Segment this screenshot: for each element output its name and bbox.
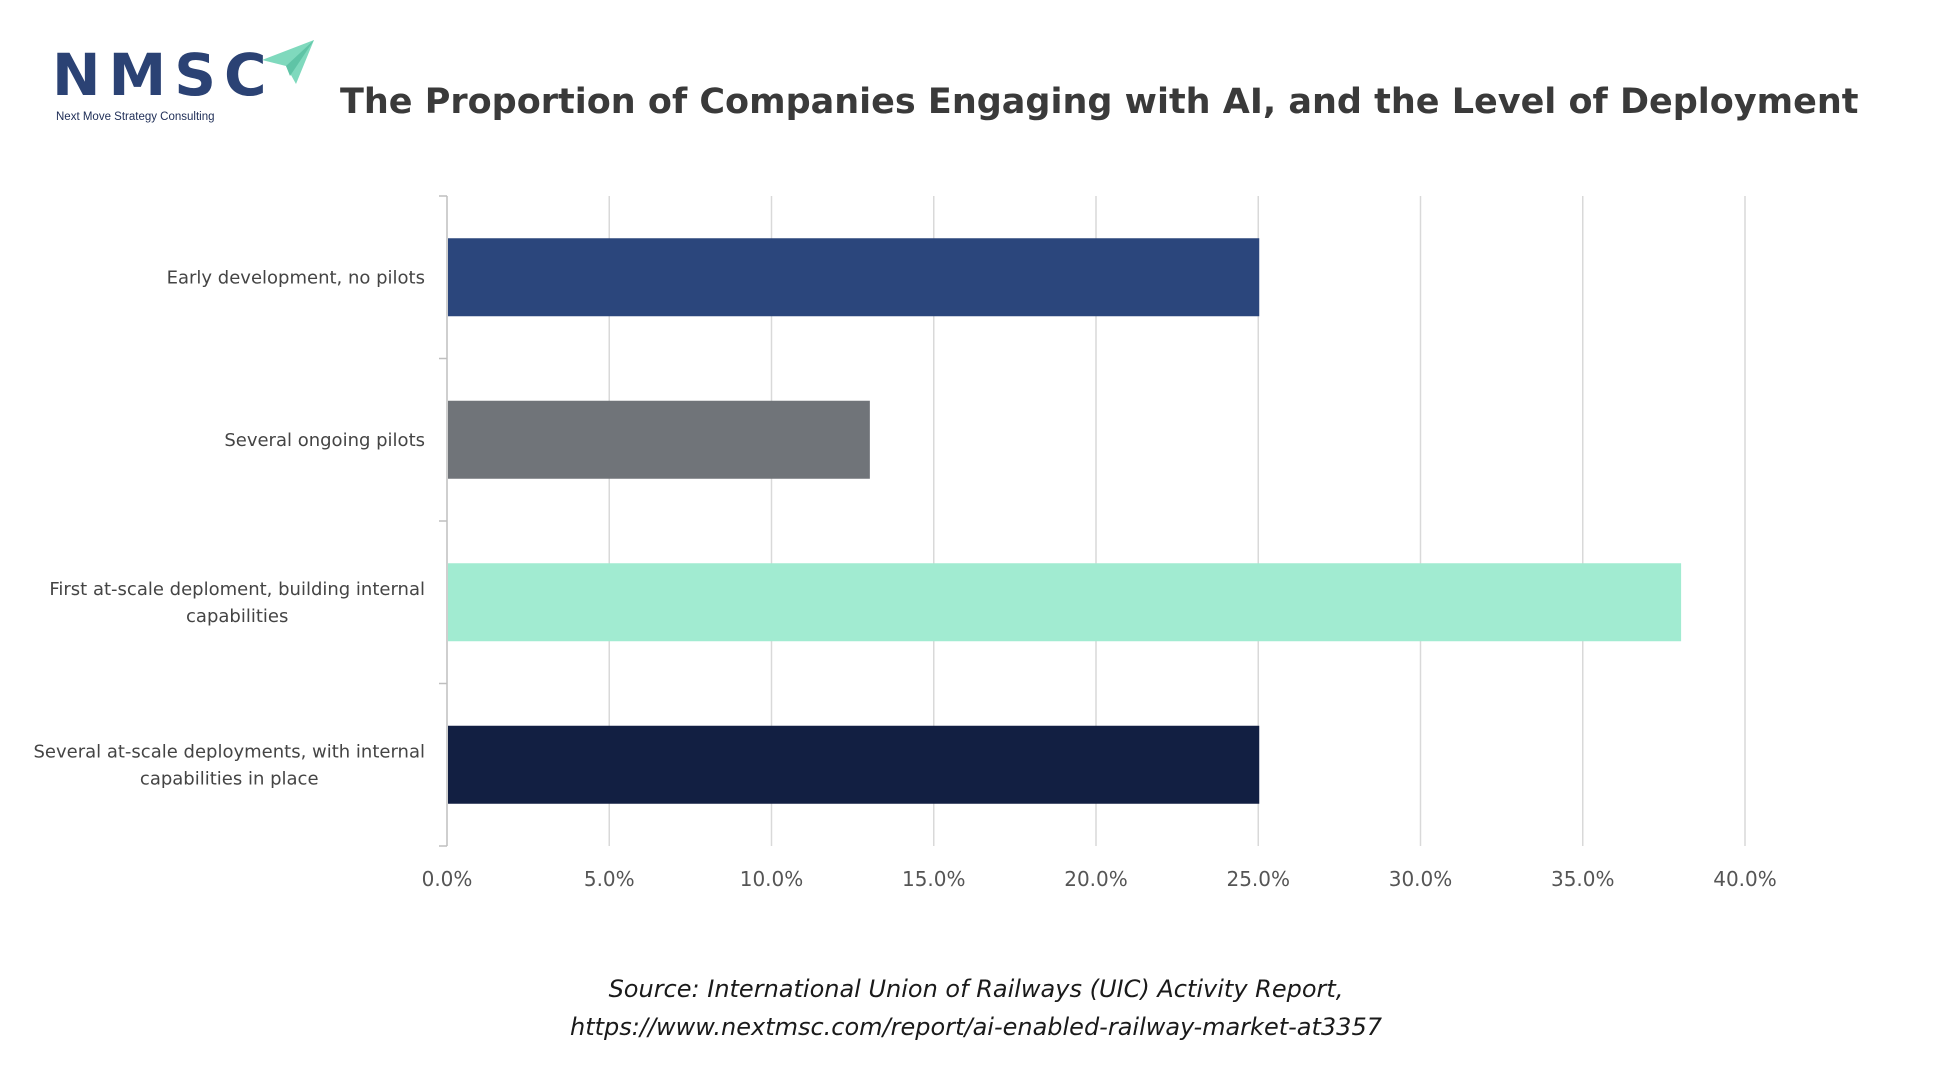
category-label: First at-scale deploment, building inter… — [49, 579, 425, 600]
bar — [448, 238, 1260, 317]
x-tick-label: 20.0% — [1064, 867, 1128, 891]
source-line-1: Source: International Union of Railways … — [608, 975, 1344, 1003]
source-line-2: https://www.nextmsc.com/report/ai-enable… — [570, 1013, 1382, 1041]
bar — [448, 725, 1260, 804]
x-tick-label: 25.0% — [1226, 867, 1290, 891]
x-tick-label: 30.0% — [1389, 867, 1453, 891]
x-tick-label: 40.0% — [1713, 867, 1777, 891]
category-label: capabilities in place — [140, 768, 319, 789]
x-tick-label: 10.0% — [740, 867, 804, 891]
x-tick-labels: 0.0% 5.0% 10.0% 15.0% 20.0% 25.0% 30.0% 35.0% 40… — [422, 867, 1777, 891]
paper-plane-icon — [262, 40, 314, 84]
chart-title: The Proportion of Companies Engaging wit… — [340, 82, 1859, 122]
category-label: capabilities — [186, 606, 288, 627]
bar — [448, 563, 1682, 642]
logo-tagline: Next Move Strategy Consulting — [56, 111, 215, 123]
x-tick-label: 15.0% — [902, 867, 966, 891]
bars — [448, 238, 1682, 804]
x-tick-label: 5.0% — [584, 867, 635, 891]
logo-wordmark: NMSC — [52, 41, 275, 109]
x-tick-label: 0.0% — [422, 867, 473, 891]
category-label: Early development, no pilots — [167, 267, 425, 288]
bar — [448, 400, 870, 479]
y-axis — [439, 195, 448, 847]
category-label: Several ongoing pilots — [224, 430, 425, 451]
source-note: Source: International Union of Railways … — [0, 970, 1952, 1046]
nmsc-logo: NMSC Next Move Strategy Consulting — [50, 36, 314, 128]
x-tick-label: 35.0% — [1551, 867, 1615, 891]
category-label: Several at-scale deployments, with inter… — [33, 741, 425, 762]
category-labels: Early development, no pilots Several ongo… — [33, 267, 425, 789]
